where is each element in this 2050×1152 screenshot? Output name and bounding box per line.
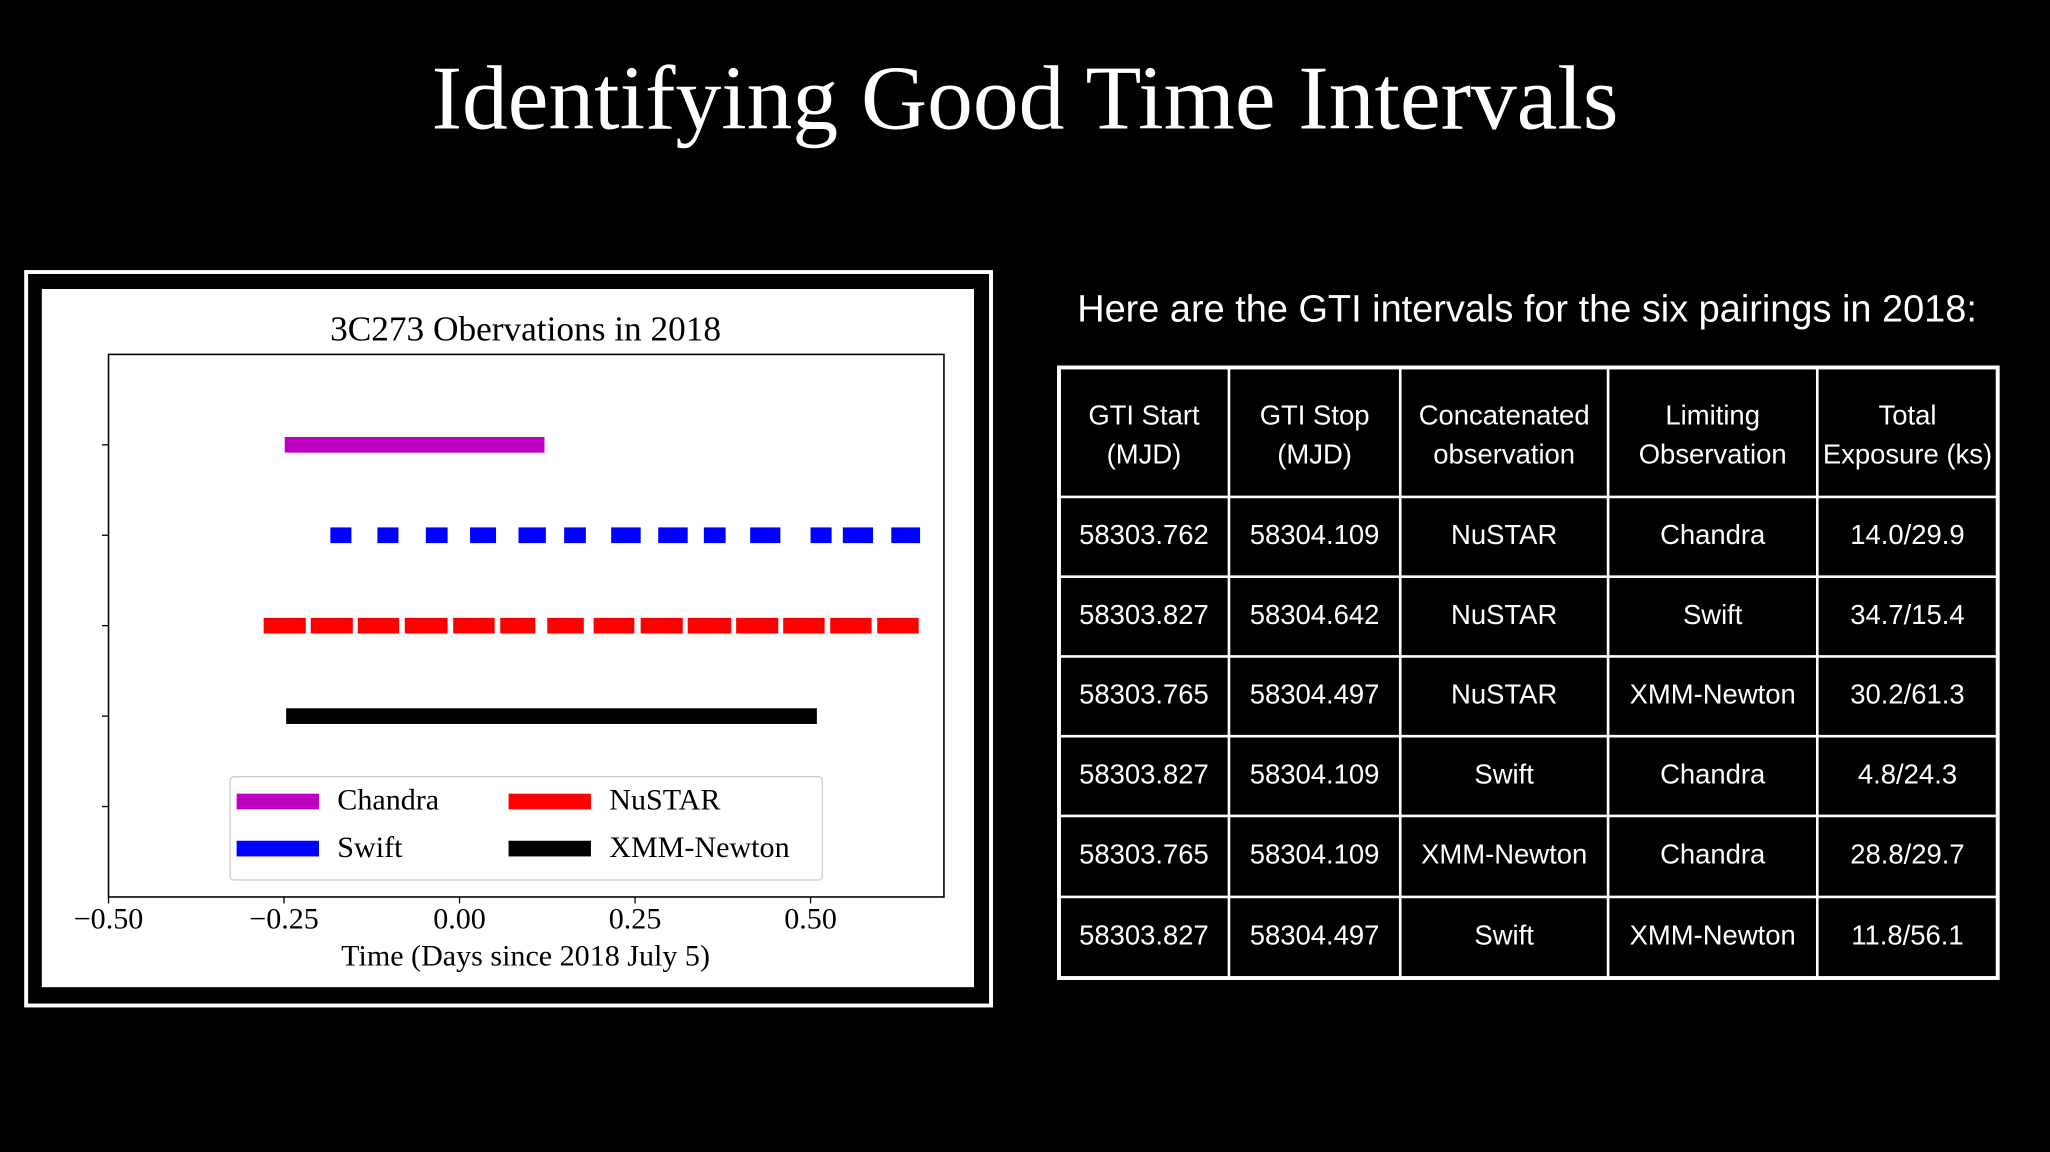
chart-title: 3C273 Obervations in 2018: [330, 309, 721, 348]
interval-bar: [830, 617, 872, 634]
table-cell: 58304.642: [1250, 599, 1380, 630]
table-cell: NuSTAR: [1451, 519, 1557, 550]
legend-box: [229, 776, 824, 881]
interval-bar: [500, 617, 536, 634]
table-cell: 58303.827: [1079, 758, 1209, 789]
interval-bar: [564, 527, 586, 544]
header-cell: Concatenated: [1419, 399, 1590, 430]
table-cell: XMM-Newton: [1630, 920, 1796, 951]
interval-bar: [703, 527, 726, 544]
slide-title: Identifying Good Time Intervals: [432, 46, 1619, 148]
x-tick-label: 0.50: [784, 902, 837, 936]
header-cell: Exposure (ks): [1823, 439, 1992, 470]
legend-swatch: [236, 840, 320, 857]
interval-bar: [736, 617, 779, 634]
table-cell: 4.8/24.3: [1858, 758, 1957, 789]
interval-bar: [310, 617, 353, 634]
table-cell: 34.7/15.4: [1850, 599, 1964, 630]
interval-bar: [687, 617, 732, 634]
legend-label: Chandra: [337, 783, 439, 817]
x-tick-label: −0.25: [249, 902, 319, 936]
interval-bar: [263, 617, 306, 634]
table-cell: 58303.827: [1079, 599, 1209, 630]
interval-bar: [404, 617, 448, 634]
header-cell: observation: [1433, 439, 1575, 470]
table-cell: 58304.497: [1250, 679, 1380, 710]
table-cell: 58303.827: [1079, 920, 1209, 951]
interval-bar: [425, 527, 448, 544]
legend-swatch: [508, 840, 591, 857]
table-cell: 58303.762: [1079, 519, 1209, 550]
header-cell: (MJD): [1107, 439, 1182, 470]
legend-label: Swift: [337, 830, 403, 864]
table-cell: Swift: [1474, 758, 1534, 789]
interval-bar: [377, 527, 399, 544]
table-cell: Chandra: [1660, 839, 1766, 870]
interval-bar: [286, 708, 817, 724]
table-cell: 28.8/29.7: [1850, 839, 1964, 870]
table-cell: XMM-Newton: [1421, 839, 1587, 870]
x-tick-label: −0.50: [74, 902, 144, 936]
interval-bar: [547, 617, 584, 634]
interval-bar: [750, 527, 781, 544]
legend-swatch: [236, 793, 320, 810]
interval-bar: [891, 527, 921, 544]
interval-bar: [470, 527, 497, 544]
interval-bar: [357, 617, 400, 634]
legend-label: XMM-Newton: [609, 830, 789, 864]
table-cell: 58304.109: [1250, 519, 1380, 550]
table-cell: 58304.109: [1250, 758, 1380, 789]
table-frame: [1057, 365, 2000, 980]
legend-swatch: [508, 793, 591, 810]
header-cell: GTI Start: [1088, 399, 1200, 430]
x-tick-label: 0.25: [609, 902, 662, 936]
table-cell: 58303.765: [1079, 839, 1209, 870]
interval-bar: [611, 527, 641, 544]
table-cell: Swift: [1683, 599, 1743, 630]
table-cell: 30.2/61.3: [1850, 679, 1964, 710]
interval-bar: [877, 617, 919, 634]
legend-label: NuSTAR: [609, 783, 720, 817]
table-cell: NuSTAR: [1451, 679, 1557, 710]
table-cell: Chandra: [1660, 758, 1766, 789]
header-cell: Limiting: [1665, 399, 1760, 430]
header-cell: Observation: [1639, 439, 1787, 470]
table-cell: 14.0/29.9: [1850, 519, 1964, 550]
table-cell: 58304.497: [1250, 920, 1380, 951]
header-cell: Total: [1879, 399, 1937, 430]
interval-bar: [453, 617, 495, 634]
interval-bar: [810, 527, 832, 544]
interval-bar: [783, 617, 825, 634]
interval-bar: [593, 617, 635, 634]
chart-area: [41, 289, 975, 988]
interval-bar: [640, 617, 683, 634]
table-cell: Chandra: [1660, 519, 1766, 550]
header-cell: (MJD): [1277, 439, 1352, 470]
interval-bar: [284, 436, 545, 453]
table-cell: Swift: [1474, 920, 1534, 951]
table-cell: 58304.109: [1250, 839, 1380, 870]
interval-bar: [518, 527, 546, 544]
table-cell: 58303.765: [1079, 679, 1209, 710]
interval-bar: [658, 527, 688, 544]
interval-bar: [842, 527, 874, 544]
table-cell: 11.8/56.1: [1851, 920, 1963, 951]
header-cell: GTI Stop: [1260, 399, 1370, 430]
table-caption: Here are the GTI intervals for the six p…: [1077, 288, 1977, 330]
x-axis-label: Time (Days since 2018 July 5): [341, 938, 710, 972]
table-cell: NuSTAR: [1451, 599, 1557, 630]
interval-bar: [330, 527, 352, 544]
x-tick-label: 0.00: [433, 902, 486, 936]
table-cell: XMM-Newton: [1630, 679, 1796, 710]
